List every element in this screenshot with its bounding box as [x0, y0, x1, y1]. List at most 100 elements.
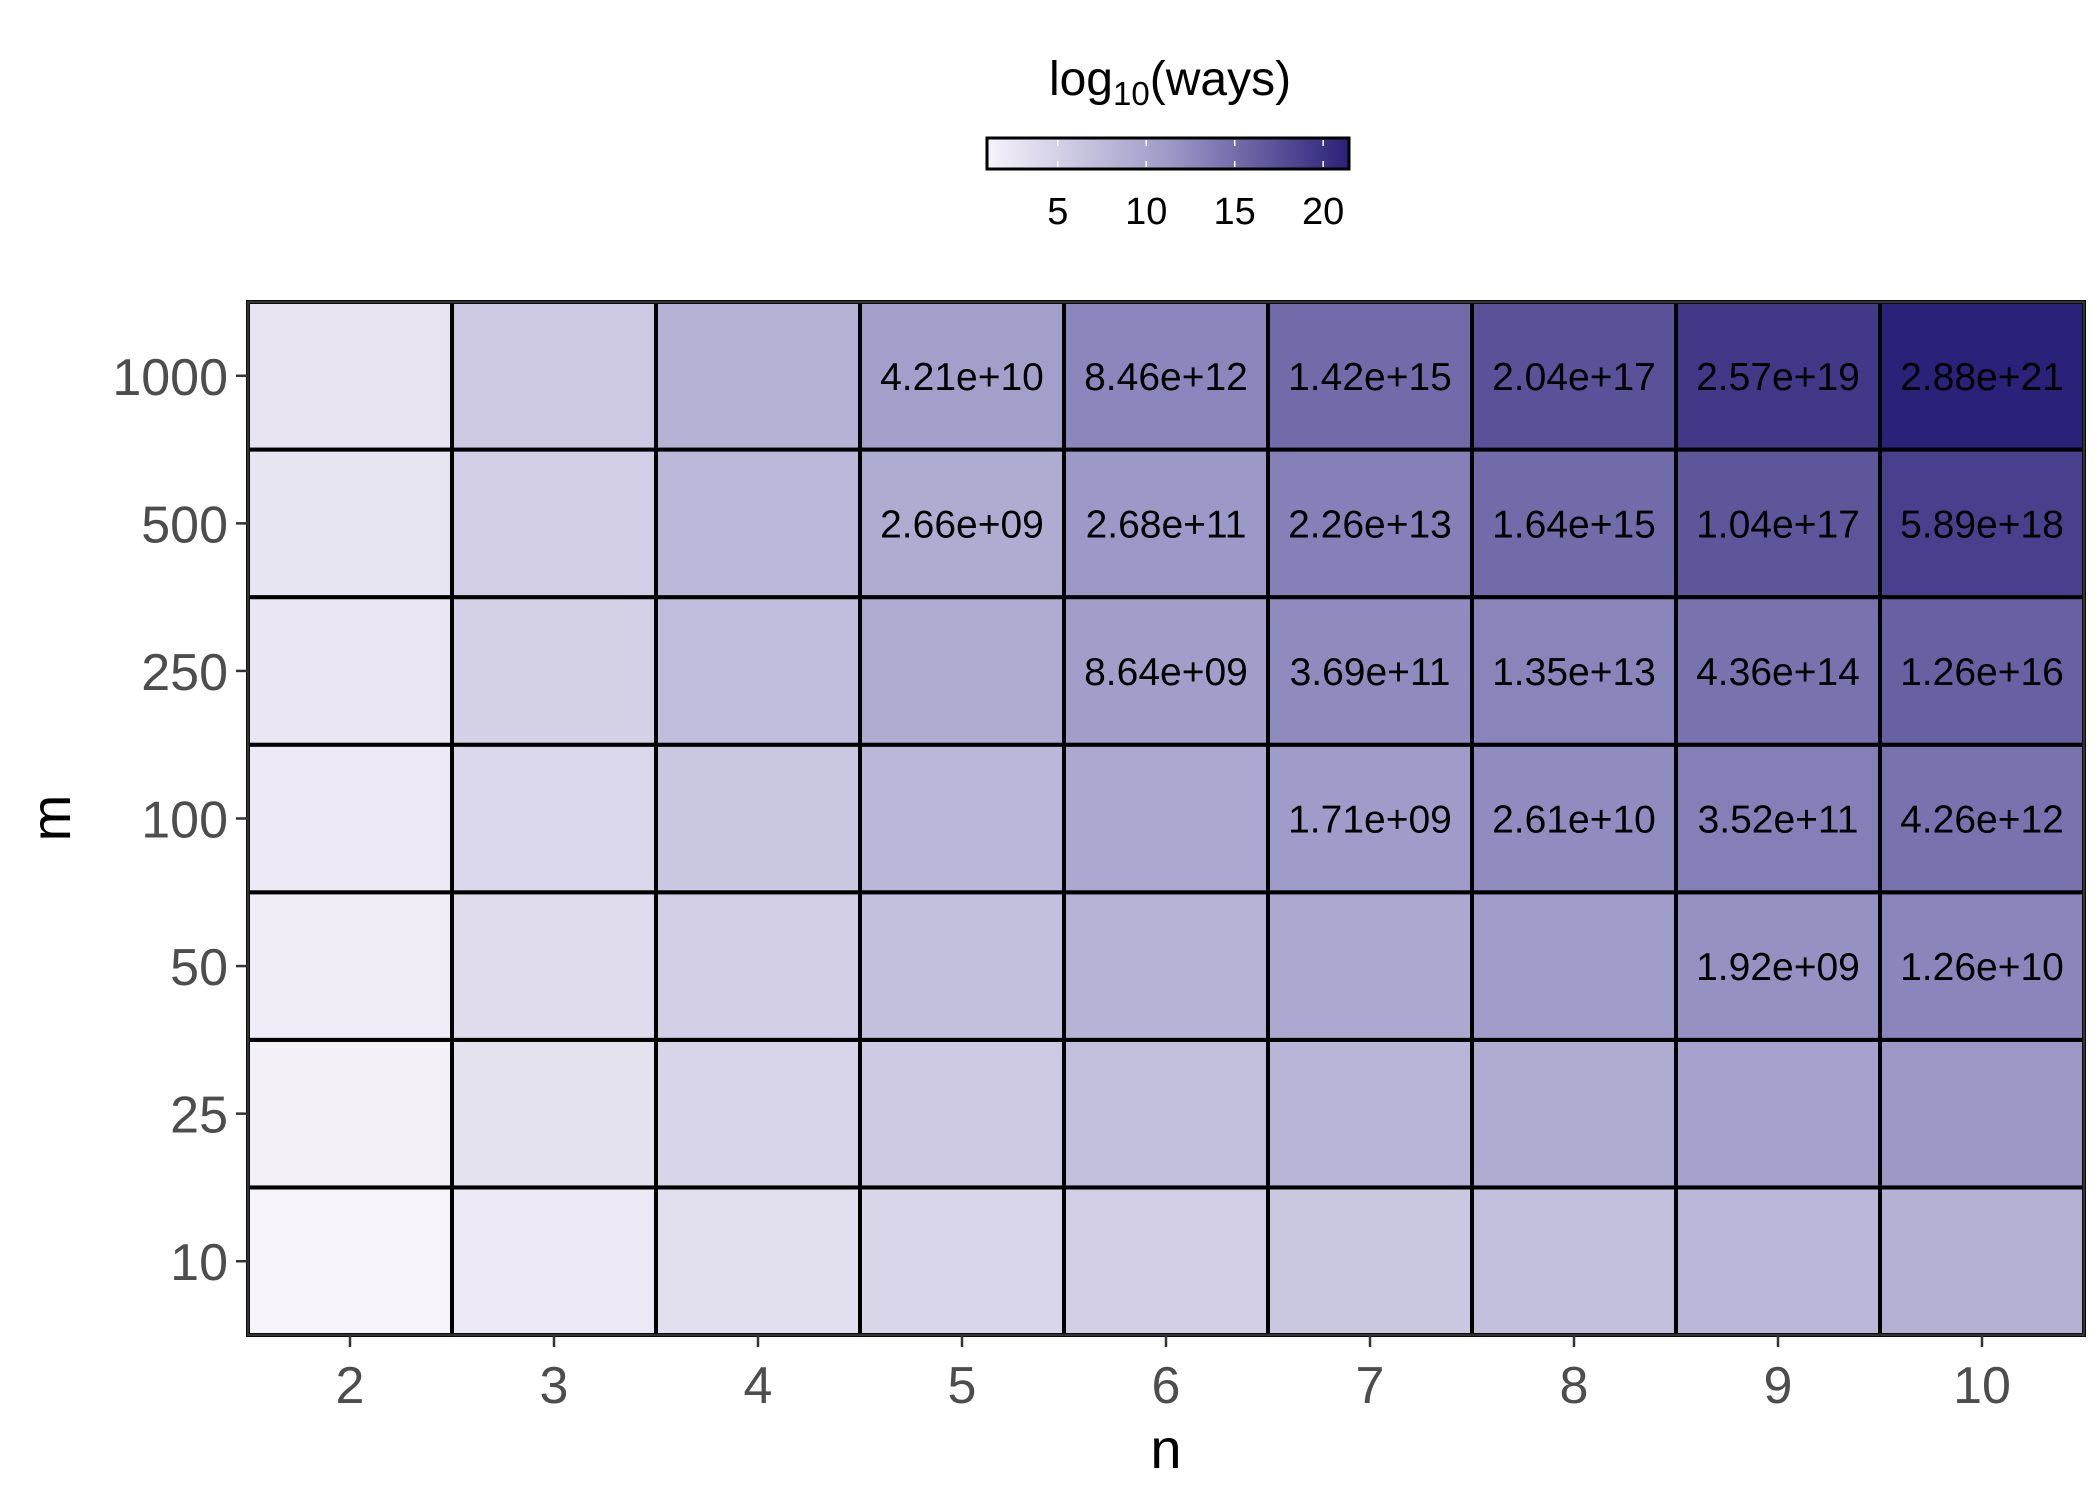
y-axis-tick-label: 10 [170, 1234, 228, 1292]
heatmap-cell [1674, 1037, 1882, 1190]
y-axis: 10 25 50 100 250 500 1000 [112, 349, 248, 1292]
heatmap-cell [858, 742, 1066, 895]
heatmap-cell [450, 1037, 658, 1190]
cell-value-label: 4.21e+10 [880, 356, 1044, 399]
heatmap-cell [246, 1037, 454, 1190]
cell-value-label: 2.57e+19 [1696, 356, 1860, 399]
heatmap-cell [654, 447, 862, 600]
x-axis-tick-label: 5 [948, 1357, 977, 1415]
heatmap-cell [1266, 742, 1474, 895]
cell-value-label: 2.26e+13 [1288, 503, 1452, 546]
heatmap-cell [246, 742, 454, 895]
y-axis-tick-label: 250 [141, 644, 228, 702]
heatmap-cell [1062, 447, 1270, 600]
heatmap-cell [246, 1185, 454, 1338]
heatmap-cell [1062, 1185, 1270, 1338]
x-axis-tick-label: 7 [1356, 1357, 1385, 1415]
cell-value-label: 3.69e+11 [1290, 651, 1451, 694]
heatmap-cell [654, 742, 862, 895]
y-axis-tick-label: 1000 [112, 349, 228, 407]
legend: log10(ways) 5 10 15 20 [985, 53, 1351, 233]
heatmap-cell [654, 1037, 862, 1190]
heatmap-cell [450, 1185, 658, 1338]
legend-tick-label: 20 [1302, 191, 1344, 233]
x-axis: 2 3 4 5 6 7 8 9 10 [336, 1335, 2011, 1415]
heatmap-cell [450, 595, 658, 747]
heatmap-cell [858, 1185, 1066, 1338]
legend-colorbar [985, 136, 1351, 171]
cell-value-label: 2.61e+10 [1492, 799, 1656, 842]
legend-tick-label: 5 [1047, 191, 1068, 233]
heatmap-cell [1674, 890, 1882, 1042]
y-axis-tick-label: 100 [141, 792, 228, 850]
heatmap-cell [654, 890, 862, 1042]
heatmap-cell [1266, 1185, 1474, 1338]
cell-value-label: 1.64e+15 [1492, 503, 1656, 546]
heatmap-cell [1878, 890, 2086, 1042]
heatmap-cell [450, 447, 658, 600]
cell-value-label: 1.26e+10 [1900, 946, 2064, 989]
heatmap-cell [1470, 1185, 1678, 1338]
x-axis-title: n [1150, 1417, 1181, 1480]
heatmap-cell [858, 447, 1066, 600]
heatmap-cell [1266, 595, 1474, 747]
cell-value-label: 1.04e+17 [1696, 503, 1860, 546]
heatmap-cell [654, 1185, 862, 1338]
heatmap-cell [246, 890, 454, 1042]
x-axis-tick-label: 2 [336, 1357, 365, 1415]
cell-value-label: 8.46e+12 [1084, 356, 1248, 399]
heatmap-cell [1878, 300, 2086, 452]
heatmap-cell [246, 447, 454, 600]
heatmap-cell [450, 300, 658, 452]
heatmap-cell [1674, 595, 1882, 747]
heatmap-cell [1062, 1037, 1270, 1190]
cell-value-label: 2.88e+21 [1900, 356, 2064, 399]
cell-value-label: 5.89e+18 [1900, 503, 2064, 546]
heatmap-cell [450, 890, 658, 1042]
heatmap-cell [1674, 300, 1882, 452]
cell-value-label: 8.64e+09 [1084, 651, 1248, 694]
heatmap-cell [1470, 1037, 1678, 1190]
heatmap-cell [1470, 890, 1678, 1042]
y-axis-tick-label: 500 [141, 496, 228, 554]
x-axis-tick-label: 10 [1953, 1357, 2011, 1415]
cell-value-label: 1.42e+15 [1288, 356, 1452, 399]
cell-value-label: 4.26e+12 [1900, 799, 2064, 842]
heatmap-cell [246, 595, 454, 747]
heatmap-cell [1878, 447, 2086, 600]
y-axis-tick-label: 25 [170, 1087, 228, 1145]
y-axis-tick-label: 50 [170, 939, 228, 997]
x-axis-tick-label: 8 [1560, 1357, 1589, 1415]
heatmap-cell [246, 300, 454, 452]
cell-value-label: 4.36e+14 [1696, 651, 1860, 694]
heatmap-cell [858, 890, 1066, 1042]
heatmap-cell [1674, 742, 1882, 895]
heatmap-cell [1266, 890, 1474, 1042]
x-axis-tick-label: 3 [540, 1357, 569, 1415]
x-axis-tick-label: 9 [1764, 1357, 1793, 1415]
y-axis-title: m [19, 795, 82, 842]
heatmap-cell [1470, 447, 1678, 600]
cell-labels: 1.92e+09 1.26e+10 1.71e+09 2.61e+10 3.52e+11… [880, 356, 2064, 989]
legend-tick-label: 10 [1125, 191, 1167, 233]
heatmap-cell [1878, 1037, 2086, 1190]
heatmap-cell [1266, 447, 1474, 600]
heatmap-cell [1674, 1185, 1882, 1338]
heatmap-cell [1266, 300, 1474, 452]
cell-value-label: 2.68e+11 [1086, 503, 1247, 546]
heatmap-cell [1266, 1037, 1474, 1190]
heatmap-cell [858, 595, 1066, 747]
cell-value-label: 1.26e+16 [1900, 651, 2064, 694]
cell-value-label: 2.04e+17 [1492, 356, 1656, 399]
cell-value-label: 2.66e+09 [880, 503, 1044, 546]
legend-title-base: log [1049, 53, 1113, 106]
cell-value-label: 1.92e+09 [1696, 946, 1860, 989]
legend-ticks: 5 10 15 20 [1047, 140, 1344, 233]
heatmap-cell [450, 742, 658, 895]
legend-title: log10(ways) [1049, 53, 1291, 112]
x-axis-tick-label: 6 [1152, 1357, 1181, 1415]
heatmap-cell [1062, 742, 1270, 895]
heatmap-cell [1878, 1185, 2086, 1338]
legend-title-subscript: 10 [1113, 75, 1150, 112]
